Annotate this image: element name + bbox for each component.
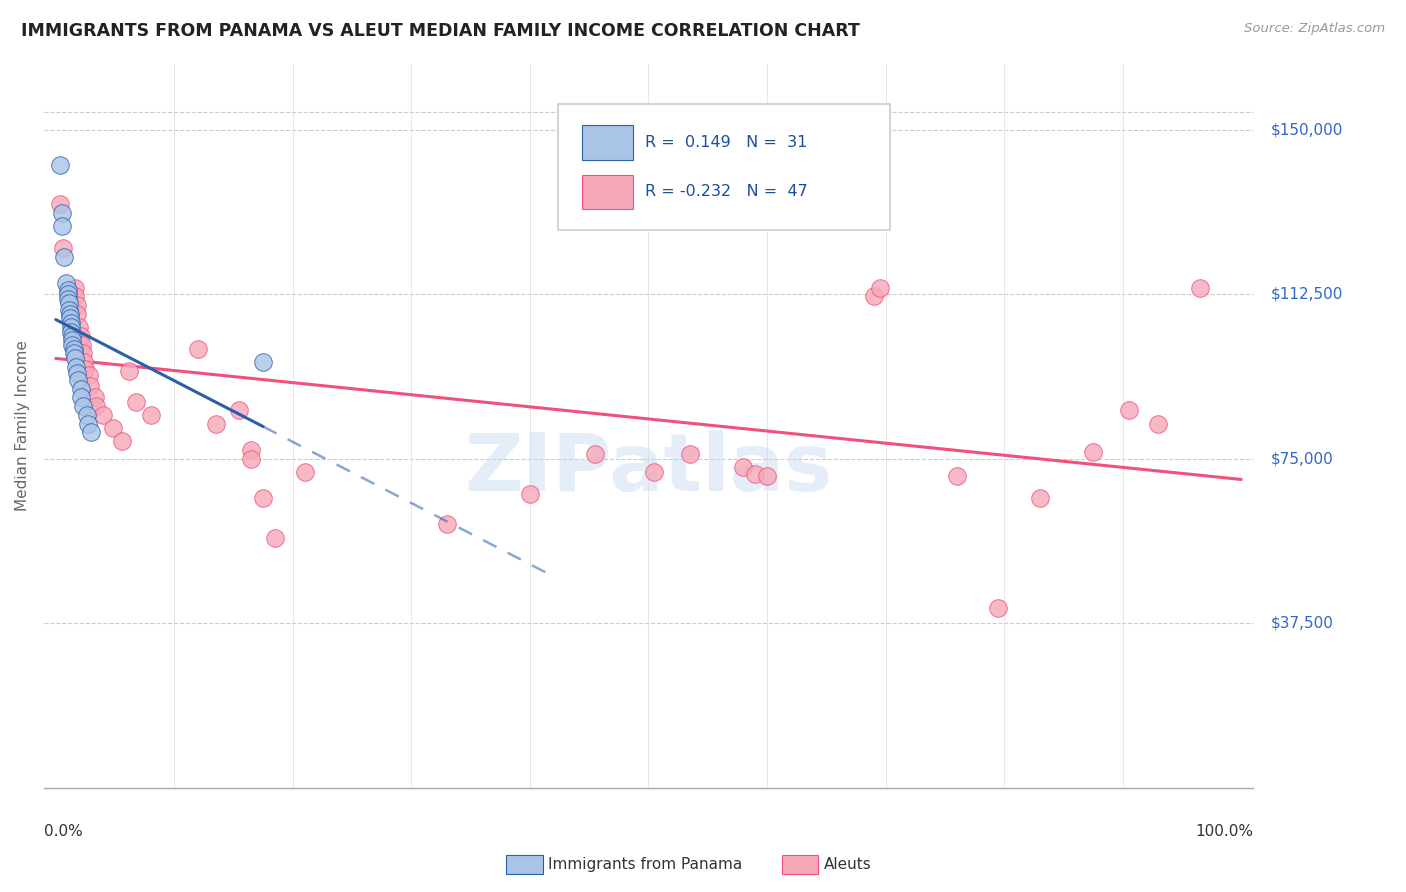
Point — [83, 390, 105, 404]
Point — [118, 364, 141, 378]
Text: $150,000: $150,000 — [1271, 122, 1344, 137]
Point — [56, 287, 79, 301]
Point — [59, 311, 82, 326]
Point — [228, 403, 250, 417]
Y-axis label: Median Family Income: Median Family Income — [15, 341, 30, 511]
Point — [51, 206, 73, 220]
Point — [519, 487, 541, 501]
Point — [67, 373, 90, 387]
Point — [60, 333, 83, 347]
Point — [60, 320, 83, 334]
Point — [679, 447, 702, 461]
Point — [73, 355, 96, 369]
Text: $75,000: $75,000 — [1271, 451, 1334, 467]
Point — [111, 434, 134, 449]
Text: $112,500: $112,500 — [1271, 286, 1344, 301]
Point — [63, 281, 86, 295]
Point — [65, 359, 87, 374]
Point — [62, 342, 84, 356]
Point — [1188, 281, 1211, 295]
Point — [91, 408, 114, 422]
Point — [66, 298, 89, 312]
Point — [240, 442, 263, 457]
Text: R = -0.232   N =  47: R = -0.232 N = 47 — [645, 185, 807, 199]
FancyBboxPatch shape — [506, 855, 543, 874]
Point — [744, 467, 766, 481]
Point — [733, 460, 755, 475]
Point — [643, 465, 665, 479]
Point — [101, 421, 124, 435]
Text: R =  0.149   N =  31: R = 0.149 N = 31 — [645, 135, 807, 150]
Point — [51, 219, 73, 234]
Point — [66, 366, 89, 380]
Point — [187, 342, 209, 356]
Point — [72, 346, 94, 360]
Point — [58, 302, 80, 317]
Text: Immigrants from Panama: Immigrants from Panama — [548, 857, 742, 871]
Point — [56, 283, 79, 297]
Point — [77, 368, 100, 383]
Point — [240, 451, 263, 466]
Point — [72, 399, 94, 413]
Point — [55, 277, 77, 291]
Point — [84, 399, 107, 413]
Point — [139, 408, 162, 422]
FancyBboxPatch shape — [558, 103, 890, 230]
Text: IMMIGRANTS FROM PANAMA VS ALEUT MEDIAN FAMILY INCOME CORRELATION CHART: IMMIGRANTS FROM PANAMA VS ALEUT MEDIAN F… — [21, 22, 860, 40]
Point — [62, 346, 84, 360]
Point — [60, 325, 83, 339]
Point — [79, 379, 101, 393]
Point — [66, 307, 89, 321]
Point — [436, 517, 458, 532]
Point — [60, 329, 83, 343]
Point — [76, 417, 98, 431]
Point — [1147, 417, 1170, 431]
Point — [1118, 403, 1140, 417]
Point — [58, 296, 80, 310]
Text: 0.0%: 0.0% — [44, 823, 83, 838]
Point — [862, 289, 884, 303]
Point — [53, 250, 76, 264]
Point — [264, 531, 287, 545]
Point — [583, 447, 606, 461]
Point — [69, 329, 91, 343]
FancyBboxPatch shape — [582, 175, 633, 209]
Point — [63, 289, 86, 303]
Point — [80, 425, 103, 440]
Point — [252, 355, 274, 369]
Point — [69, 320, 91, 334]
Point — [1081, 445, 1104, 459]
Point — [70, 337, 93, 351]
Point — [76, 408, 98, 422]
Point — [49, 158, 72, 172]
Point — [987, 600, 1010, 615]
Point — [869, 281, 891, 295]
Point — [69, 382, 91, 396]
Point — [75, 361, 97, 376]
Text: 100.0%: 100.0% — [1195, 823, 1253, 838]
Point — [204, 417, 226, 431]
Point — [59, 307, 82, 321]
Point — [1028, 491, 1050, 505]
Point — [125, 394, 148, 409]
Point — [49, 197, 72, 211]
Text: ZIPatlas: ZIPatlas — [464, 430, 832, 508]
Point — [63, 351, 86, 365]
Point — [756, 469, 779, 483]
Point — [60, 337, 83, 351]
Text: Source: ZipAtlas.com: Source: ZipAtlas.com — [1244, 22, 1385, 36]
Point — [56, 292, 79, 306]
Text: $37,500: $37,500 — [1271, 615, 1334, 631]
Point — [69, 390, 91, 404]
Text: Aleuts: Aleuts — [824, 857, 872, 871]
Point — [52, 241, 75, 255]
Point — [252, 491, 274, 505]
Point — [945, 469, 967, 483]
Point — [294, 465, 316, 479]
Point — [60, 316, 83, 330]
FancyBboxPatch shape — [782, 855, 818, 874]
FancyBboxPatch shape — [582, 126, 633, 160]
